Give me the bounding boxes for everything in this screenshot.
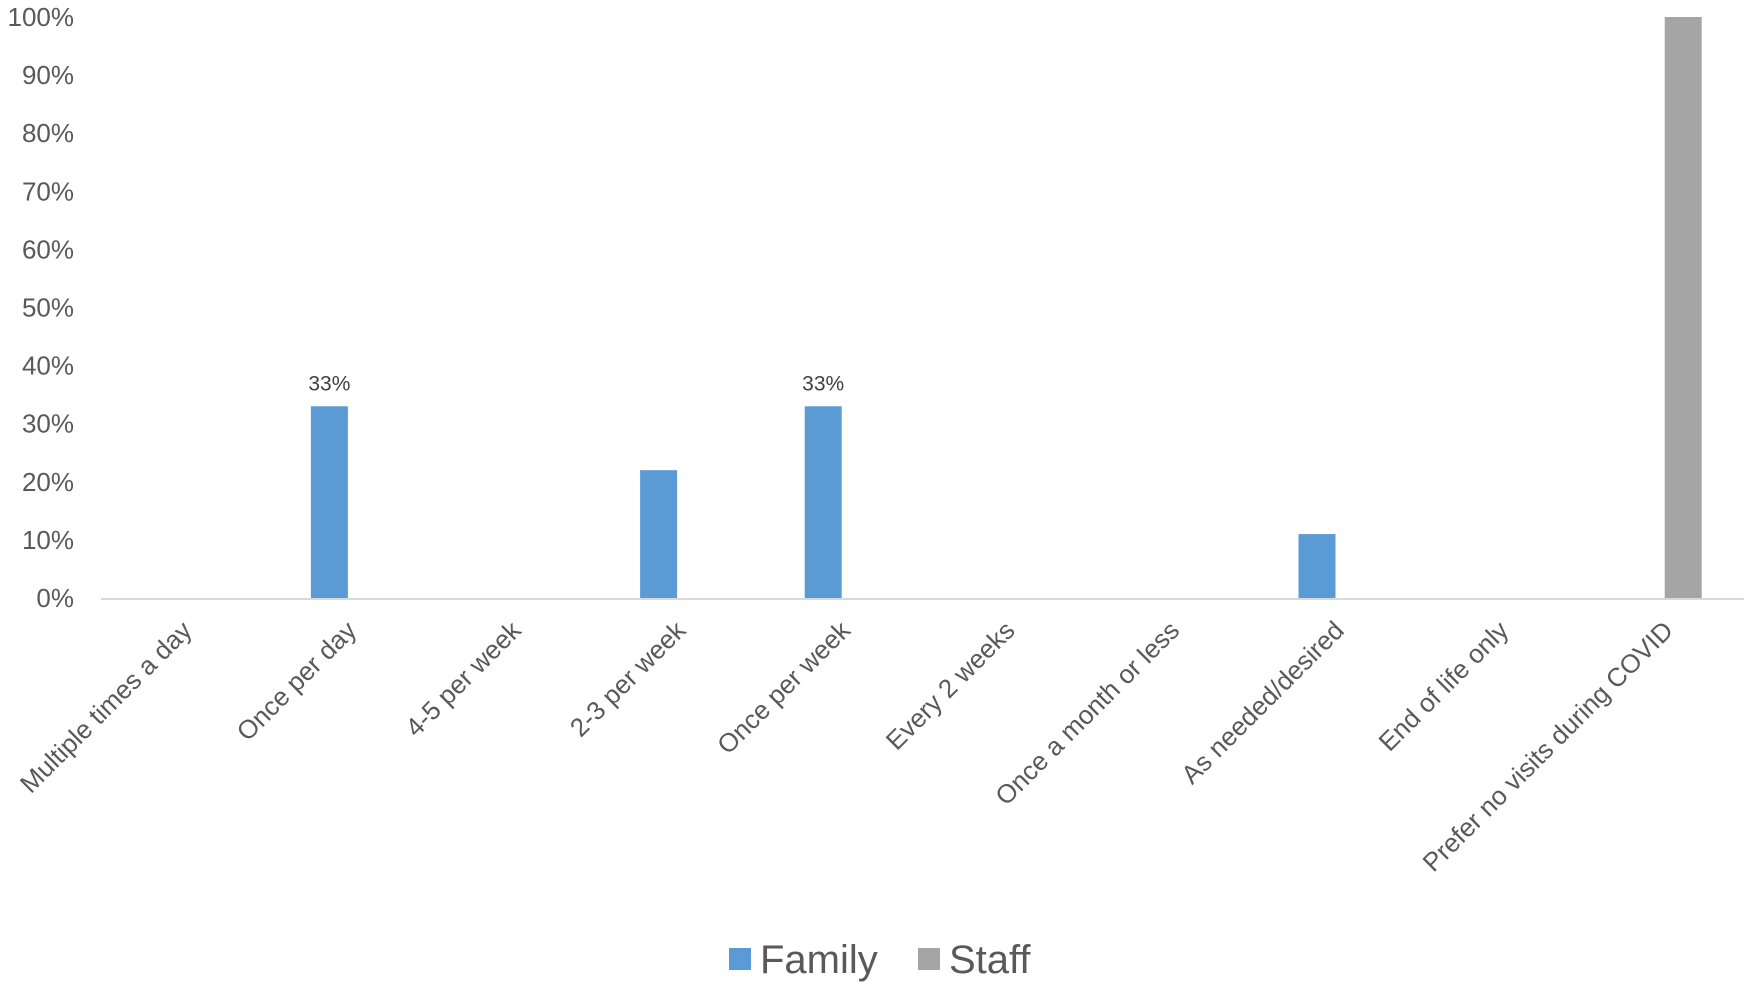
x-category-label: Multiple times a day <box>14 615 198 799</box>
y-tick-label: 100% <box>8 2 75 32</box>
y-tick-label: 80% <box>22 118 74 148</box>
y-tick-label: 60% <box>22 234 74 264</box>
legend-swatch-family <box>729 948 751 970</box>
bar-family-2 <box>310 406 348 598</box>
y-tick-label: 20% <box>22 467 74 497</box>
x-category-label: 4-5 per week <box>399 614 527 742</box>
x-category-label: As needed/desired <box>1175 615 1350 790</box>
y-tick-label: 10% <box>22 525 74 555</box>
y-tick-label: 0% <box>36 583 74 613</box>
data-label: 33% <box>308 372 350 395</box>
y-axis-ticks: 0% 10% 20% 30% 40% 50% 60% 70% 80% 90% 100% <box>8 2 75 613</box>
y-tick-label: 90% <box>22 60 74 90</box>
bar-family-8 <box>1298 534 1336 598</box>
bar-staff-10 <box>1664 17 1702 598</box>
y-tick-label: 30% <box>22 409 74 439</box>
y-tick-label: 40% <box>22 351 74 381</box>
data-labels: 33% 33% <box>308 372 844 395</box>
x-category-label: Once per day <box>231 615 363 747</box>
y-tick-label: 50% <box>22 293 74 323</box>
data-label: 33% <box>802 372 844 395</box>
legend: Family Staff <box>729 938 1031 982</box>
x-category-label: Every 2 weeks <box>880 615 1021 756</box>
x-axis-labels: Multiple times a day Once per day 4-5 per … <box>14 614 1679 877</box>
x-category-label: End of life only <box>1373 615 1515 757</box>
bars <box>310 17 1702 598</box>
bar-family-4 <box>640 470 678 598</box>
bar-family-5 <box>804 406 842 598</box>
legend-label-family: Family <box>760 938 878 982</box>
x-category-label: 2-3 per week <box>564 614 692 742</box>
legend-swatch-staff <box>918 948 940 970</box>
x-category-label: Once per week <box>711 614 857 760</box>
x-category-label: Once a month or less <box>989 615 1185 811</box>
y-tick-label: 70% <box>22 176 74 206</box>
legend-label-staff: Staff <box>949 938 1031 982</box>
